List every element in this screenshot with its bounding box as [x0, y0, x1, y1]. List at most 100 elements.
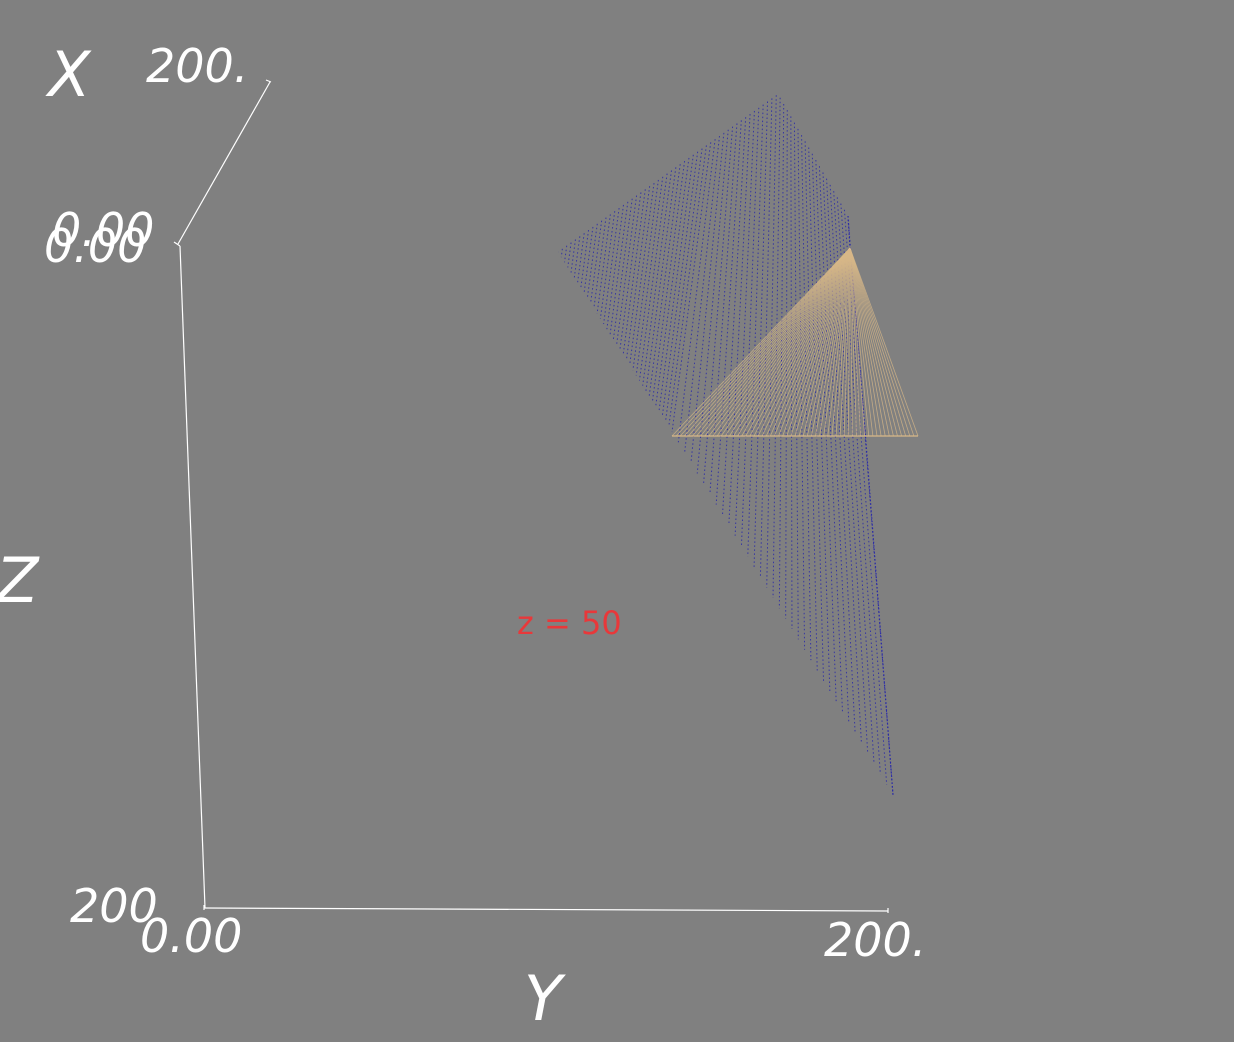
- blue-surface-line: [818, 166, 843, 713]
- blue-surface-line: [655, 157, 690, 407]
- blue-surface-line: [580, 229, 590, 289]
- tan-surface-line: [794, 247, 851, 437]
- blue-surface-line: [843, 209, 888, 785]
- tan-surface-line: [724, 247, 851, 437]
- tan-surface-line: [849, 247, 870, 437]
- tan-surface-line: [733, 247, 851, 437]
- blue-surface-line: [564, 245, 568, 263]
- blue-surface-line: [804, 141, 818, 671]
- blue-surface-line: [570, 239, 576, 273]
- tan-surface-line: [688, 247, 851, 437]
- blue-surface-line: [583, 226, 594, 294]
- blue-surface-line: [638, 173, 668, 381]
- tan-surface-line: [782, 247, 851, 437]
- tan-surface-line: [798, 247, 851, 437]
- tan-surface-line: [831, 247, 851, 437]
- blue-surface-line: [560, 248, 563, 258]
- z-axis-max-label: 200: [70, 879, 158, 933]
- blue-surface-line: [664, 148, 703, 422]
- tan-surface-line: [823, 247, 851, 437]
- blue-surface-line: [612, 198, 633, 340]
- blue-surface-line: [632, 179, 659, 371]
- tan-surface-line: [692, 247, 851, 437]
- blue-surface-line: [616, 195, 638, 345]
- blue-surface-line: [677, 139, 716, 443]
- tan-surface-line: [671, 247, 851, 437]
- blue-surface-line: [603, 208, 620, 325]
- tan-surface-line: [849, 247, 907, 437]
- tan-surface-line: [679, 247, 851, 437]
- plane-annotation: z = 50: [517, 604, 622, 642]
- tan-surface-line: [741, 247, 851, 437]
- blue-surface-line: [635, 176, 664, 376]
- blue-surface-line: [808, 147, 825, 681]
- axes-box: [173, 79, 889, 913]
- blue-surface-line: [577, 233, 585, 283]
- tan-surface-line: [761, 247, 851, 437]
- tan-surface-line: [849, 247, 878, 437]
- z-axis-title: Z: [0, 544, 40, 617]
- x-axis-min-label: 0.00: [52, 203, 154, 257]
- blue-surface-line: [606, 204, 624, 330]
- tan-line-surface: [671, 247, 919, 437]
- blue-surface-line: [696, 129, 729, 474]
- tan-surface-line: [745, 247, 851, 437]
- blue-surface-line: [661, 151, 699, 417]
- tan-surface-line: [765, 247, 851, 437]
- tan-surface-line: [835, 247, 851, 437]
- x-axis-line: [177, 81, 271, 245]
- tan-surface-line: [749, 247, 851, 437]
- blue-surface-line: [642, 170, 672, 386]
- tan-surface-line: [712, 247, 851, 437]
- y-axis-line: [203, 907, 889, 912]
- tan-surface-line: [849, 247, 857, 437]
- tan-surface-line: [720, 247, 851, 437]
- x-axis-title: X: [45, 38, 92, 111]
- tan-surface-line: [849, 247, 874, 437]
- blue-surface-line: [690, 132, 725, 464]
- tan-surface-line: [729, 247, 851, 437]
- tan-surface-line: [847, 247, 851, 437]
- tan-surface-line: [774, 247, 851, 437]
- tan-surface-line: [716, 247, 851, 437]
- blue-surface-line: [811, 153, 831, 692]
- tan-surface-line: [849, 247, 861, 437]
- blue-surface-line: [596, 214, 611, 314]
- tan-surface-line: [778, 247, 851, 437]
- blue-surface-edge: [864, 429, 894, 796]
- x-axis-tick-end: [265, 79, 272, 83]
- blue-surface-line: [671, 142, 712, 433]
- tan-surface-line: [802, 247, 851, 437]
- y-axis-min-label: 0.00: [140, 909, 242, 963]
- blue-surface-line: [778, 103, 785, 609]
- blue-surface-line: [586, 223, 598, 299]
- tan-surface-line: [849, 247, 919, 437]
- z-axis-min-label: 0.00: [44, 219, 146, 273]
- blue-surface-line: [645, 167, 677, 391]
- tan-surface-line: [696, 247, 851, 437]
- tan-surface-line: [757, 247, 851, 437]
- tan-surface-line: [683, 247, 851, 437]
- blue-surface-line: [772, 97, 781, 598]
- tan-surface-line: [811, 247, 851, 437]
- blue-surface-line: [836, 197, 875, 764]
- blue-surface-line: [703, 126, 734, 484]
- blue-surface-line: [629, 182, 655, 366]
- blue-surface-line: [747, 104, 764, 557]
- tan-surface-line: [806, 247, 851, 437]
- blue-surface-line: [625, 186, 651, 361]
- tan-surface-line: [839, 247, 851, 437]
- tan-surface-line: [849, 247, 898, 437]
- blue-surface-line: [658, 154, 694, 412]
- tan-surface-line: [770, 247, 851, 437]
- blue-surface-line: [599, 211, 616, 319]
- tan-surface-line: [849, 247, 902, 437]
- blue-surface-line: [797, 128, 806, 650]
- z-axis-line: [179, 245, 206, 909]
- blue-surface-line: [728, 114, 751, 526]
- tan-surface-line: [849, 247, 911, 437]
- blue-surface-line: [648, 164, 681, 397]
- blue-surface-line: [609, 201, 629, 335]
